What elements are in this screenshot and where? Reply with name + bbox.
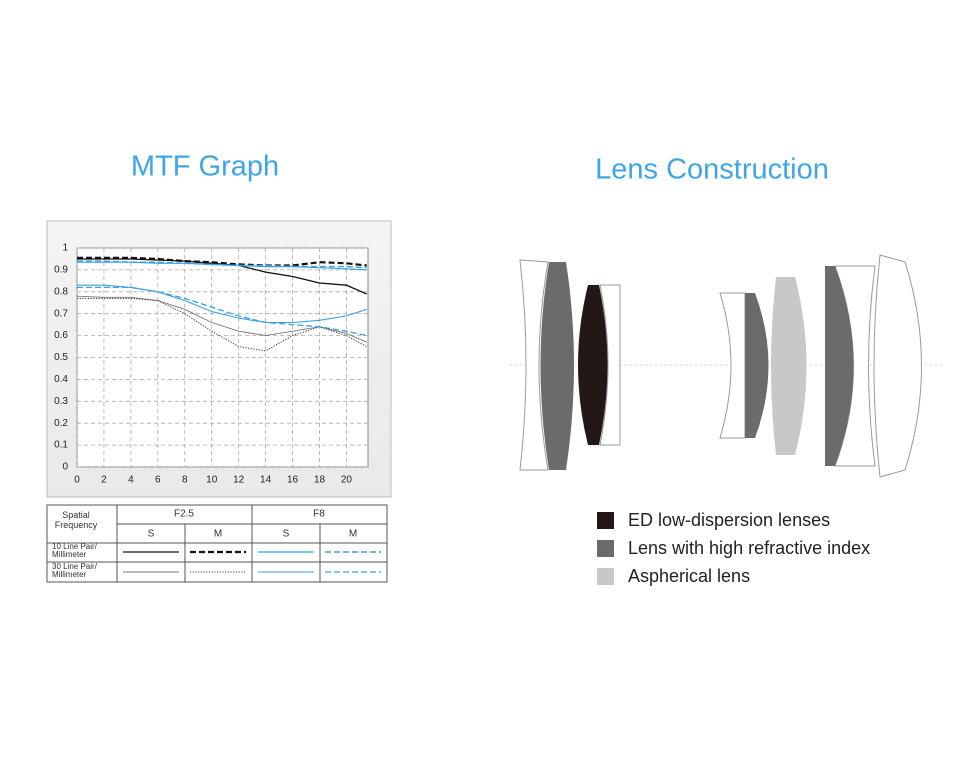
y-tick-label: 0.4 [54, 374, 68, 385]
y-tick-label: 0.9 [54, 265, 68, 276]
aperture-label: F2.5 [174, 509, 194, 520]
table-header: Spatial Frequency [54, 510, 98, 530]
row-label-text: 30 Line Pair/ Millimeter [52, 563, 97, 579]
x-tick-label: 18 [314, 475, 326, 486]
lens-element [719, 292, 746, 439]
mtf-curve [77, 256, 367, 267]
aperture-label: F8 [313, 509, 325, 520]
x-tick-label: 20 [341, 475, 353, 486]
row-label: 30 Line Pair/ Millimeter [52, 563, 97, 579]
mtf-curve [77, 286, 367, 337]
y-tick-label: 0.2 [54, 418, 68, 429]
y-tick-label: 1 [62, 243, 68, 254]
lens-diagram [510, 254, 942, 478]
x-tick-label: 8 [182, 475, 188, 486]
column-label: M [349, 529, 357, 540]
mtf-curve [77, 260, 367, 269]
row-label: 10 Line Pair/ Millimeter [52, 543, 97, 559]
legend-label: Lens with high refractive index [628, 538, 870, 558]
x-tick-label: 2 [101, 475, 107, 486]
mtf-title: MTF Graph [131, 151, 279, 183]
lens-element [540, 262, 574, 470]
legend-swatch [597, 512, 614, 529]
lens-element [873, 254, 922, 478]
row-label-text: 10 Line Pair/ Millimeter [52, 543, 97, 559]
y-tick-label: 0.7 [54, 308, 68, 319]
lens-element [519, 259, 549, 471]
y-tick-label: 0.3 [54, 396, 68, 407]
x-tick-label: 14 [260, 475, 272, 486]
y-tick-label: 0.1 [54, 440, 68, 451]
lens-element [578, 285, 608, 445]
x-tick-label: 0 [74, 475, 80, 486]
lens-element [599, 284, 621, 446]
x-tick-label: 16 [287, 475, 299, 486]
column-label: S [283, 529, 290, 540]
column-label: S [148, 529, 155, 540]
table-header-text: Spatial Frequency [54, 510, 98, 530]
x-tick-label: 10 [206, 475, 218, 486]
x-tick-label: 12 [233, 475, 245, 486]
legend-label: Aspherical lens [628, 566, 750, 586]
y-tick-label: 0 [62, 462, 68, 473]
x-tick-label: 6 [155, 475, 161, 486]
lens-title: Lens Construction [595, 154, 829, 186]
y-tick-label: 0.5 [54, 352, 68, 363]
legend-label: ED low-dispersion lenses [628, 510, 830, 530]
column-label: M [214, 529, 222, 540]
legend-swatch [597, 540, 614, 557]
y-tick-label: 0.8 [54, 286, 68, 297]
lens-element [745, 293, 769, 438]
lens-element [771, 277, 807, 455]
lens-element [825, 266, 854, 466]
legend-swatch [597, 568, 614, 585]
mtf-curve [77, 297, 367, 352]
x-tick-label: 4 [128, 475, 134, 486]
y-tick-label: 0.6 [54, 330, 68, 341]
legend-table: Spatial Frequency F2.5 F8 S M S M 10 Line Pair… [46, 504, 388, 583]
